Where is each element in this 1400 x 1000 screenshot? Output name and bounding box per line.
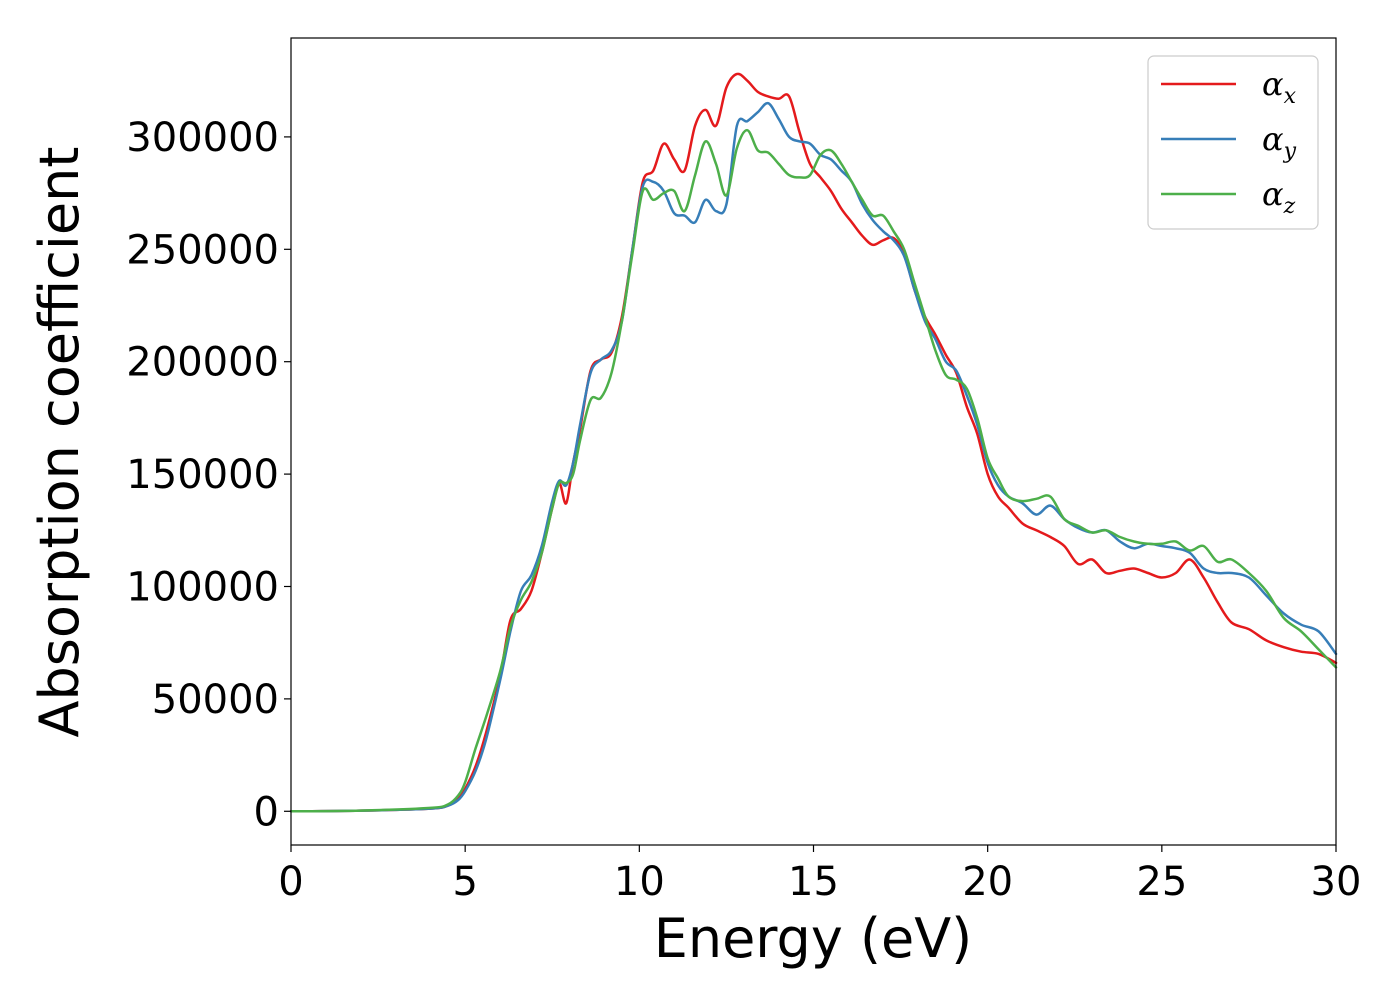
series-layer (289, 72, 1338, 813)
x-axis-label: Energy (eV) (654, 907, 973, 970)
x-tick-label: 20 (962, 859, 1013, 905)
x-tick-label: 15 (788, 859, 839, 905)
y-axis-ticks: 0 50000 100000 150000 200000 250000 300000 (126, 115, 291, 835)
series-line-y (289, 101, 1338, 813)
y-tick-label: 50000 (152, 677, 279, 723)
x-tick-label: 0 (278, 859, 303, 905)
y-tick-label: 0 (254, 789, 279, 835)
legend: αx αy αz (1147, 55, 1319, 230)
x-tick-label: 25 (1136, 859, 1187, 905)
y-tick-label: 200000 (126, 340, 279, 386)
y-tick-label: 100000 (126, 564, 279, 610)
y-tick-label: 300000 (126, 115, 279, 161)
x-axis-ticks: 0 5 10 15 20 25 30 (278, 845, 1361, 905)
series-line-z (289, 128, 1338, 813)
legend-label-z: αz (1262, 175, 1296, 219)
y-axis-label: Absorption coefficient (28, 147, 91, 738)
legend-label-y: αy (1262, 120, 1297, 164)
y-tick-label: 150000 (126, 452, 279, 498)
x-tick-label: 5 (452, 859, 477, 905)
y-tick-label: 250000 (126, 227, 279, 273)
legend-box (1147, 55, 1319, 230)
x-tick-label: 10 (614, 859, 665, 905)
x-tick-label: 30 (1311, 859, 1362, 905)
legend-label-x: αx (1262, 65, 1297, 109)
